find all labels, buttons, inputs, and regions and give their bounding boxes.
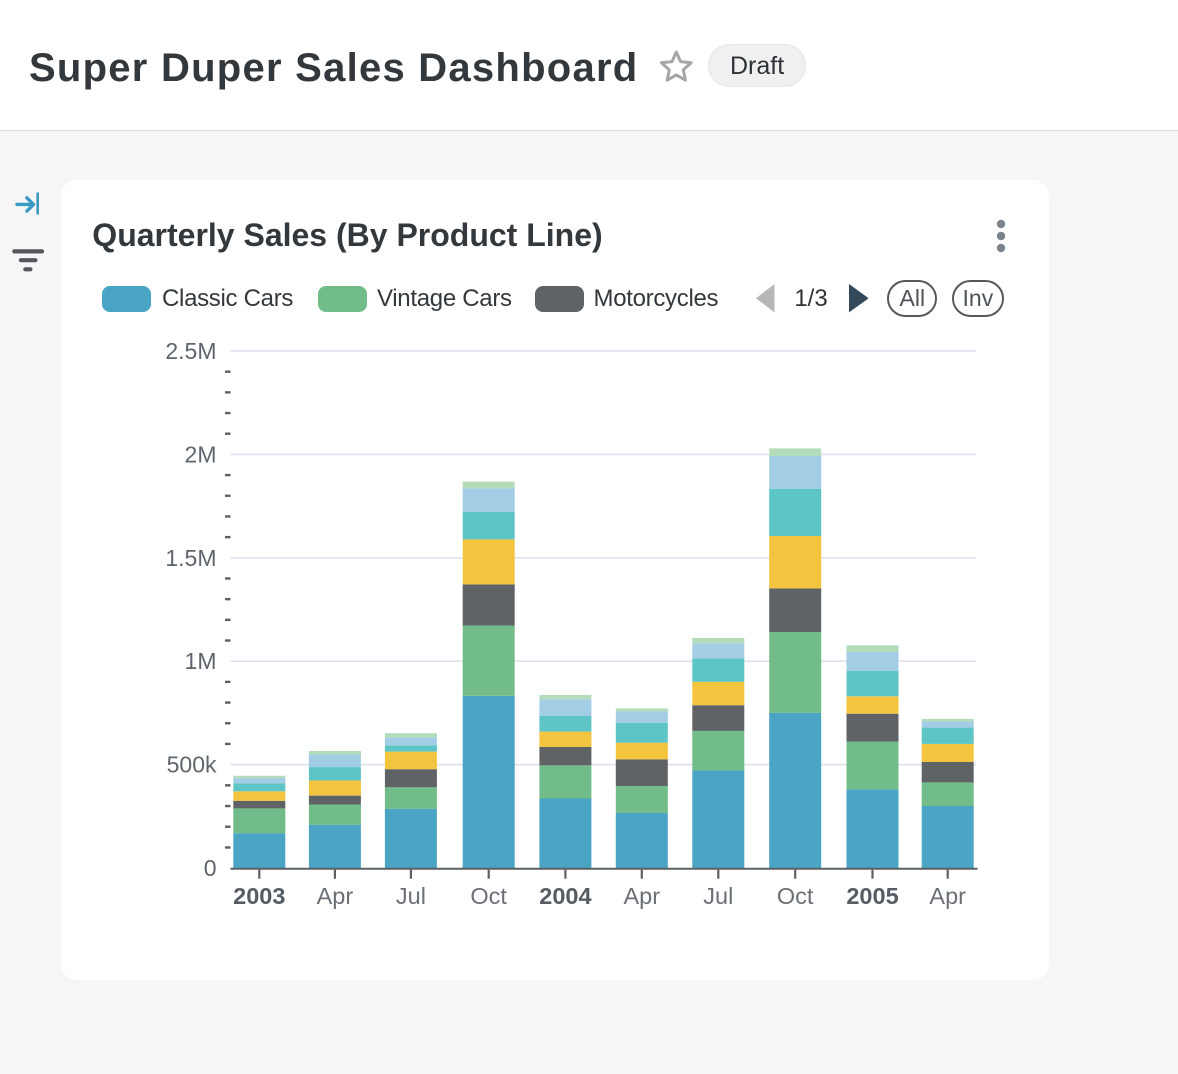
svg-text:Jul: Jul [703,883,733,909]
svg-text:1.5M: 1.5M [165,545,216,571]
svg-text:Oct: Oct [470,883,507,909]
svg-text:2004: 2004 [539,883,591,909]
svg-text:500k: 500k [167,752,217,778]
svg-text:Oct: Oct [777,883,814,909]
svg-text:2M: 2M [185,441,217,467]
svg-text:Jul: Jul [396,883,426,909]
svg-text:1M: 1M [185,648,217,674]
svg-text:2003: 2003 [233,883,285,909]
svg-text:0: 0 [204,855,217,881]
svg-text:Apr: Apr [624,883,661,909]
svg-text:Apr: Apr [317,883,354,909]
svg-text:Apr: Apr [929,883,966,909]
svg-text:2.5M: 2.5M [165,338,216,364]
svg-text:2005: 2005 [846,883,898,909]
